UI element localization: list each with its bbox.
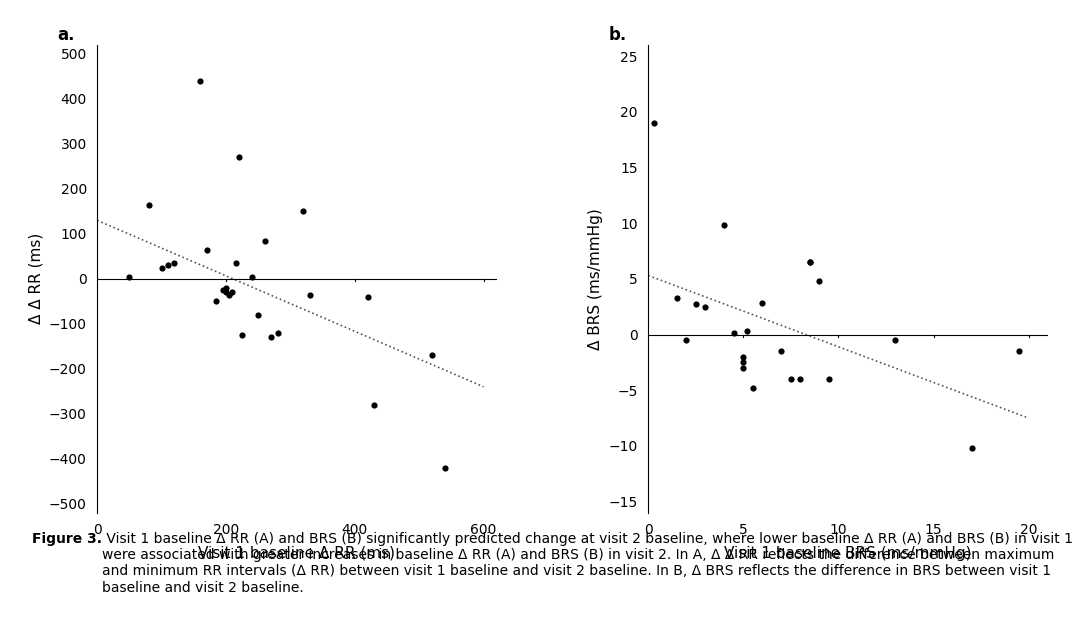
Point <box>153 262 171 272</box>
Point <box>217 283 234 293</box>
Point <box>792 374 809 384</box>
Point <box>121 271 138 281</box>
Point <box>423 350 441 360</box>
X-axis label: Visit 1 baseline Δ RR (ms): Visit 1 baseline Δ RR (ms) <box>199 545 395 560</box>
Point <box>436 463 454 473</box>
Point <box>243 271 260 281</box>
Point <box>198 244 215 254</box>
Point <box>734 352 752 362</box>
Point <box>687 299 704 310</box>
Point <box>782 374 799 384</box>
Point <box>821 374 838 384</box>
Text: b.: b. <box>608 26 626 44</box>
Point <box>365 400 382 410</box>
Text: Visit 1 baseline Δ RR (A) and BRS (B) significantly predicted change at visit 2 : Visit 1 baseline Δ RR (A) and BRS (B) si… <box>103 532 1074 595</box>
Point <box>734 357 752 367</box>
Point <box>140 199 158 210</box>
Point <box>801 257 819 267</box>
Text: a.: a. <box>57 26 75 44</box>
Point <box>697 301 714 312</box>
Point <box>160 260 177 271</box>
Point <box>773 346 791 356</box>
Y-axis label: Δ BRS (ms/mmHg): Δ BRS (ms/mmHg) <box>588 208 603 350</box>
Point <box>301 290 319 300</box>
Point <box>754 298 771 308</box>
Point <box>359 292 376 302</box>
Point <box>191 76 208 86</box>
Point <box>262 332 280 342</box>
Y-axis label: Δ Δ RR (ms): Δ Δ RR (ms) <box>28 233 43 324</box>
Point <box>249 310 267 320</box>
Point <box>233 330 251 340</box>
Point <box>887 335 904 345</box>
Point <box>207 296 225 306</box>
Point <box>739 326 756 337</box>
Point <box>1011 346 1028 356</box>
Point <box>646 118 663 128</box>
Point <box>230 152 247 162</box>
Point <box>220 290 238 300</box>
Point <box>295 206 312 217</box>
Point <box>716 221 733 231</box>
Point <box>256 235 273 246</box>
Point <box>269 328 286 338</box>
Point <box>744 383 761 393</box>
Point <box>217 287 234 297</box>
Point <box>725 328 742 338</box>
Point <box>963 443 981 453</box>
X-axis label: Visit 1 baseline BRS (ms/mmHg): Visit 1 baseline BRS (ms/mmHg) <box>725 545 972 560</box>
Point <box>224 287 241 297</box>
Point <box>801 257 819 267</box>
Text: Figure 3.: Figure 3. <box>32 532 103 546</box>
Point <box>811 276 828 286</box>
Point <box>677 335 694 345</box>
Point <box>214 285 231 296</box>
Point <box>734 363 752 373</box>
Point <box>227 258 244 268</box>
Point <box>669 293 686 303</box>
Point <box>166 258 184 268</box>
